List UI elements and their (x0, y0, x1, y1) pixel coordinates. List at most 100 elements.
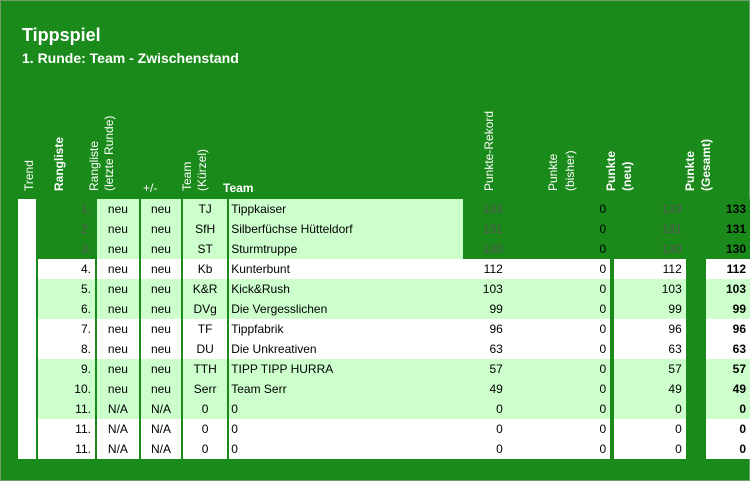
points-new-cell: 133 (610, 199, 696, 219)
plusminus-cell: neu (138, 299, 183, 319)
points-previous-cell: 0 (506, 339, 613, 359)
points-total-cell: 57 (685, 359, 750, 379)
team-short-cell: Kb (181, 259, 229, 279)
plusminus-cell: neu (138, 239, 183, 259)
table-row: 2. neu neu SfH Silberfüchse Hütteldorf 131 0 13… (18, 219, 750, 239)
points-new-cell: 0 (610, 419, 696, 439)
points-total-cell: 99 (685, 299, 750, 319)
points-new-cell: 96 (610, 319, 696, 339)
points-new-cell: 49 (610, 379, 696, 399)
plusminus-cell: neu (138, 319, 183, 339)
header-punkte-gesamt-2: (Gesamt) (699, 138, 713, 191)
team-name-cell: Silberfüchse Hütteldorf (227, 219, 463, 239)
rank-cell: 6. (36, 299, 96, 319)
points-previous-cell: 0 (506, 379, 613, 399)
points-previous-cell: 0 (506, 439, 613, 459)
team-short-cell: ST (181, 239, 229, 259)
plusminus-cell: neu (138, 339, 183, 359)
last-round-rank-cell: neu (94, 199, 140, 219)
plusminus-cell: neu (138, 199, 183, 219)
table-row: 11. N/A N/A 0 0 0 0 0 0 (18, 419, 750, 439)
header-punkte-gesamt-1: Punkte (683, 150, 697, 191)
team-name-cell: Sturmtruppe (227, 239, 463, 259)
last-round-rank-cell: neu (94, 239, 140, 259)
points-previous-cell: 0 (506, 399, 613, 419)
trend-cell (18, 319, 38, 339)
points-total-cell: 0 (685, 439, 750, 459)
plusminus-cell: N/A (138, 439, 183, 459)
points-record-cell: 49 (462, 379, 507, 399)
header-plusminus: +/- (143, 181, 158, 195)
header-rangliste: Rangliste (52, 136, 66, 191)
points-new-cell: 99 (610, 299, 696, 319)
points-new-cell: 0 (610, 439, 696, 459)
table-row: 8. neu neu DU Die Unkreativen 63 0 63 63 (18, 339, 750, 359)
points-record-cell: 0 (462, 439, 507, 459)
header-trend: Trend (22, 160, 36, 191)
trend-cell (18, 339, 38, 359)
trend-cell (18, 239, 38, 259)
points-new-cell: 0 (610, 399, 696, 419)
trend-cell (18, 439, 38, 459)
rank-cell: 9. (36, 359, 96, 379)
points-total-cell: 103 (685, 279, 750, 299)
table-row: 5. neu neu K&R Kick&Rush 103 0 103 103 (18, 279, 750, 299)
table-row: 3. neu neu ST Sturmtruppe 130 0 130 130 (18, 239, 750, 259)
team-short-cell: TJ (181, 199, 229, 219)
points-record-cell: 57 (462, 359, 507, 379)
header-team-kurz-1: Team (180, 161, 194, 191)
team-short-cell: K&R (181, 279, 229, 299)
points-previous-cell: 0 (506, 419, 613, 439)
trend-cell (18, 359, 38, 379)
team-short-cell: TTH (181, 359, 229, 379)
last-round-rank-cell: neu (94, 319, 140, 339)
team-short-cell: 0 (181, 419, 229, 439)
rank-cell: 11. (36, 399, 96, 419)
trend-cell (18, 219, 38, 239)
points-new-cell: 57 (610, 359, 696, 379)
header-rangliste-letzte-1: Rangliste (87, 140, 101, 191)
team-name-cell: Kunterbunt (227, 259, 463, 279)
team-short-cell: 0 (181, 399, 229, 419)
points-total-cell: 131 (685, 219, 750, 239)
header-team: Team (223, 181, 254, 195)
team-short-cell: 0 (181, 439, 229, 459)
rank-cell: 4. (36, 259, 96, 279)
points-previous-cell: 0 (506, 199, 613, 219)
trend-cell (18, 379, 38, 399)
trend-cell (18, 259, 38, 279)
header-punkte-bisher-2: (bisher) (563, 150, 577, 191)
rank-cell: 7. (36, 319, 96, 339)
trend-cell (18, 299, 38, 319)
last-round-rank-cell: neu (94, 359, 140, 379)
points-record-cell: 131 (462, 219, 507, 239)
team-name-cell: 0 (227, 439, 463, 459)
rank-cell: 1. (36, 199, 96, 219)
team-name-cell: Die Unkreativen (227, 339, 463, 359)
team-name-cell: Tippfabrik (227, 319, 463, 339)
header-punkte-neu-2: (neu) (620, 161, 634, 191)
points-total-cell: 133 (685, 199, 750, 219)
points-record-cell: 133 (462, 199, 507, 219)
points-total-cell: 49 (685, 379, 750, 399)
page-title: Tippspiel (22, 25, 101, 45)
trend-cell (18, 419, 38, 439)
last-round-rank-cell: neu (94, 339, 140, 359)
table-row: 11. N/A N/A 0 0 0 0 0 0 (18, 399, 750, 419)
trend-cell (18, 399, 38, 419)
table-row: 1. neu neu TJ Tippkaiser 133 0 133 133 (18, 199, 750, 219)
points-total-cell: 0 (685, 419, 750, 439)
team-short-cell: DU (181, 339, 229, 359)
last-round-rank-cell: neu (94, 299, 140, 319)
points-record-cell: 0 (462, 419, 507, 439)
header-punkte-neu-1: Punkte (604, 150, 618, 191)
points-new-cell: 130 (610, 239, 696, 259)
points-total-cell: 112 (685, 259, 750, 279)
rank-cell: 8. (36, 339, 96, 359)
points-new-cell: 103 (610, 279, 696, 299)
header-punkte-bisher-1: Punkte (546, 153, 560, 191)
team-short-cell: DVg (181, 299, 229, 319)
points-record-cell: 63 (462, 339, 507, 359)
rank-cell: 5. (36, 279, 96, 299)
team-name-cell: TIPP TIPP HURRA (227, 359, 463, 379)
